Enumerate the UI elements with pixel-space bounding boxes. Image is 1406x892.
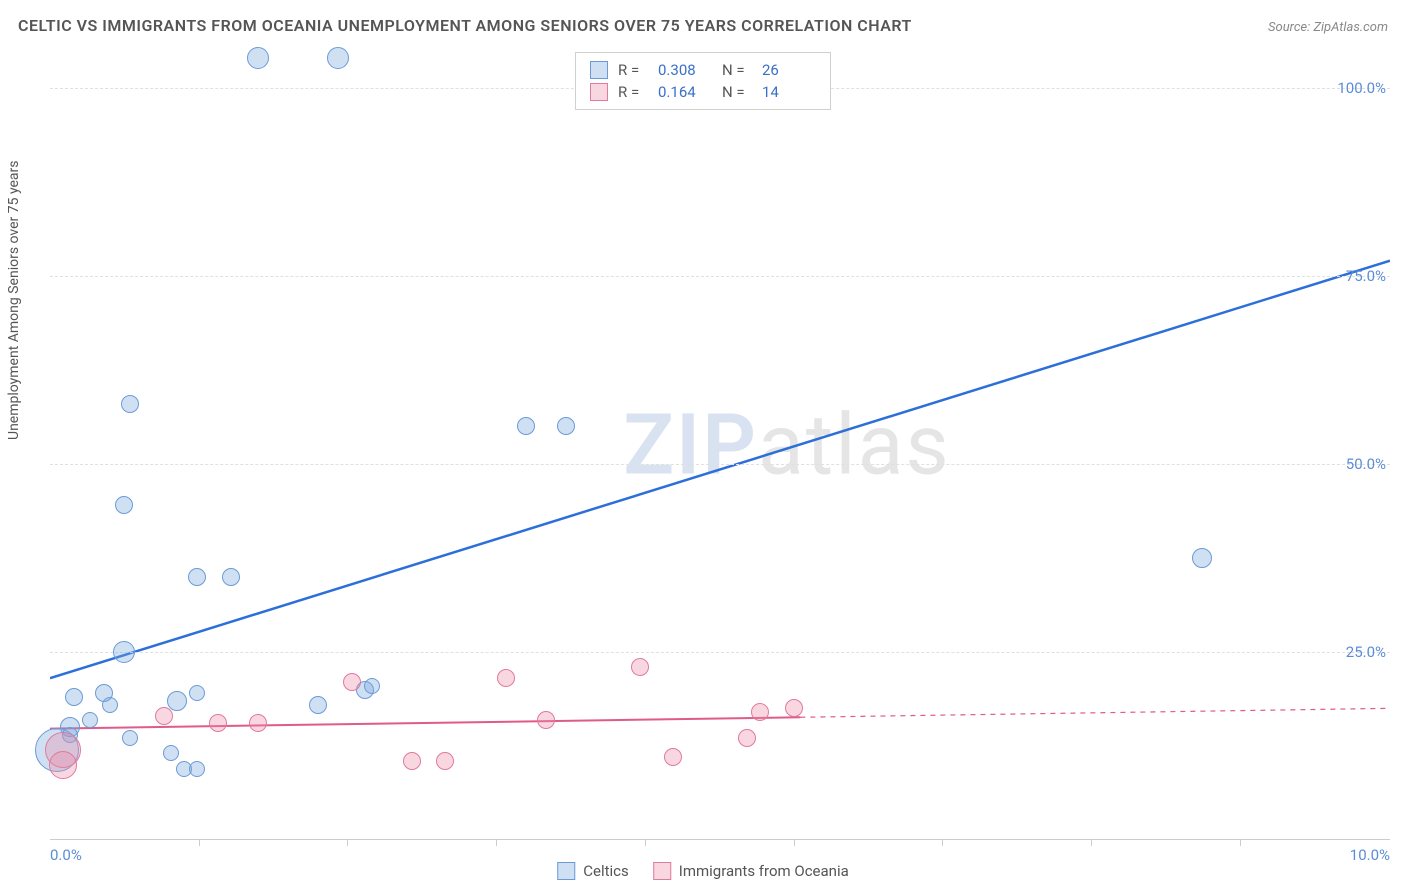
correlation-row-oceania: R = 0.164 N = 14	[590, 81, 816, 103]
swatch-celtics	[590, 61, 608, 79]
data-point	[115, 496, 133, 514]
swatch-oceania	[653, 862, 671, 880]
data-point	[664, 748, 682, 766]
x-tick-mark	[645, 840, 646, 846]
data-point	[343, 673, 361, 691]
source-attribution: Source: ZipAtlas.com	[1268, 20, 1388, 35]
data-point	[189, 761, 205, 777]
x-tick-mark	[1240, 840, 1241, 846]
data-point	[309, 696, 327, 714]
trend-line-extrapolated	[800, 708, 1390, 717]
scatter-plot: ZIPatlas 25.0%50.0%75.0%100.0%0.0%10.0%	[50, 50, 1390, 840]
x-tick-mark	[794, 840, 795, 846]
data-point	[167, 691, 187, 711]
data-point	[209, 714, 227, 732]
x-tick-mark	[496, 840, 497, 846]
r-value-oceania: 0.164	[658, 83, 712, 101]
data-point	[163, 745, 179, 761]
y-tick-label: 25.0%	[1346, 643, 1394, 661]
x-tick-label: 10.0%	[1350, 846, 1390, 864]
y-tick-label: 75.0%	[1346, 267, 1394, 285]
r-label: R =	[618, 61, 648, 79]
data-point	[631, 658, 649, 676]
chart-title: CELTIC VS IMMIGRANTS FROM OCEANIA UNEMPL…	[18, 16, 912, 35]
series-legend: Celtics Immigrants from Oceania	[557, 862, 849, 880]
n-label: N =	[722, 61, 752, 79]
r-value-celtics: 0.308	[658, 61, 712, 79]
correlation-legend: R = 0.308 N = 26 R = 0.164 N = 14	[575, 52, 831, 110]
swatch-celtics	[557, 862, 575, 880]
data-point	[49, 751, 77, 779]
data-point	[364, 678, 380, 694]
data-point	[497, 669, 515, 687]
data-point	[738, 729, 756, 747]
title-row: CELTIC VS IMMIGRANTS FROM OCEANIA UNEMPL…	[18, 16, 1388, 35]
legend-item-celtics: Celtics	[557, 862, 629, 880]
data-point	[188, 568, 206, 586]
data-point	[189, 685, 205, 701]
watermark-part2: atlas	[758, 396, 951, 495]
data-point	[517, 417, 535, 435]
source-label: Source:	[1268, 20, 1310, 35]
data-point	[155, 707, 173, 725]
grid-line	[50, 276, 1390, 277]
legend-label-oceania: Immigrants from Oceania	[679, 862, 849, 880]
data-point	[537, 711, 555, 729]
data-point	[247, 47, 269, 69]
y-axis-label: Unemployment Among Seniors over 75 years	[6, 161, 22, 441]
grid-line	[50, 464, 1390, 465]
x-tick-label: 0.0%	[50, 846, 82, 864]
legend-label-celtics: Celtics	[583, 862, 629, 880]
r-label: R =	[618, 83, 648, 101]
data-point	[327, 47, 349, 69]
trend-line	[50, 261, 1390, 679]
data-point	[122, 730, 138, 746]
data-point	[121, 395, 139, 413]
data-point	[113, 641, 135, 663]
x-axis-line	[50, 839, 1390, 840]
data-point	[65, 688, 83, 706]
y-tick-label: 100.0%	[1337, 79, 1394, 97]
data-point	[403, 752, 421, 770]
n-value-oceania: 14	[762, 83, 816, 101]
swatch-oceania	[590, 83, 608, 101]
watermark: ZIPatlas	[623, 396, 951, 495]
data-point	[82, 712, 98, 728]
n-label: N =	[722, 83, 752, 101]
x-tick-mark	[347, 840, 348, 846]
data-point	[557, 417, 575, 435]
data-point	[102, 697, 118, 713]
correlation-row-celtics: R = 0.308 N = 26	[590, 59, 816, 81]
data-point	[785, 699, 803, 717]
n-value-celtics: 26	[762, 61, 816, 79]
y-tick-label: 50.0%	[1346, 455, 1394, 473]
data-point	[436, 752, 454, 770]
x-tick-mark	[199, 840, 200, 846]
data-point	[1192, 548, 1212, 568]
x-tick-mark	[1091, 840, 1092, 846]
data-point	[249, 714, 267, 732]
data-point	[751, 703, 769, 721]
data-point	[222, 568, 240, 586]
grid-line	[50, 652, 1390, 653]
legend-item-oceania: Immigrants from Oceania	[653, 862, 849, 880]
watermark-part1: ZIP	[623, 396, 758, 495]
source-name: ZipAtlas.com	[1313, 20, 1388, 35]
x-tick-mark	[942, 840, 943, 846]
